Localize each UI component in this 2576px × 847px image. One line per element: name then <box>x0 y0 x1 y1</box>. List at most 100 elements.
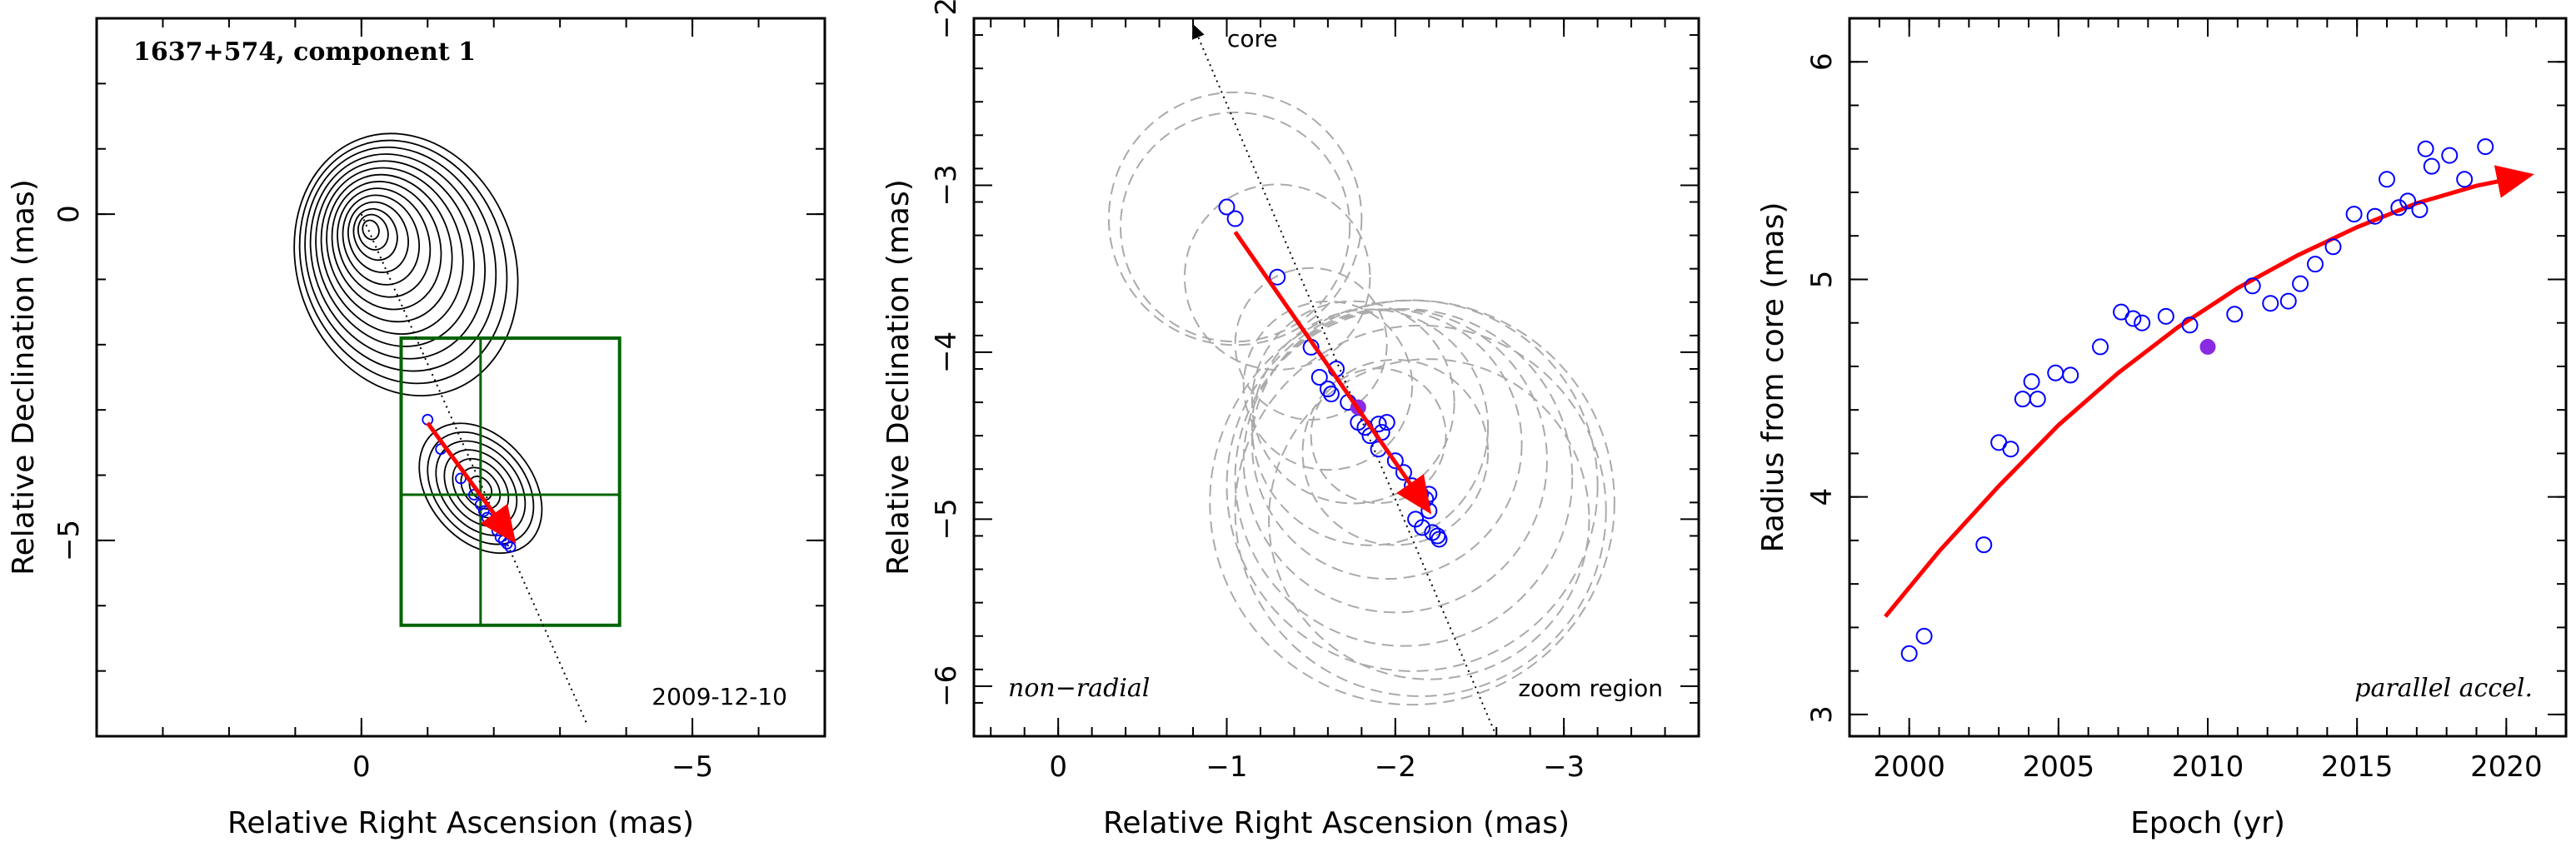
zoom-panel: 0 −1 −2 −3 −2 −3 −4 −5 −6 core non−radial zoom r… <box>881 0 1700 840</box>
core-direction-line <box>1191 23 1498 736</box>
x-tick-label: 0 <box>352 750 371 784</box>
epoch-date-label: 2009-12-10 <box>651 683 787 710</box>
radius-y-axis-label: Radius from core (mas) <box>1756 202 1790 553</box>
core-contour <box>337 187 432 298</box>
radius-point <box>2379 171 2395 188</box>
zoom-frame <box>972 17 1700 738</box>
x-tick-label: −2 <box>1375 750 1416 784</box>
radius-epoch-frame <box>1848 17 2568 738</box>
radius-point <box>2262 295 2279 312</box>
x-tick-label: 2020 <box>2470 750 2543 784</box>
position-marker <box>1430 531 1448 548</box>
y-tick-label: 4 <box>1805 488 1839 506</box>
uncertainty-circle <box>1242 300 1414 471</box>
trajectory-arrow <box>426 421 517 544</box>
non-radial-label: non−radial <box>1008 674 1150 703</box>
x-tick-label: 2015 <box>2321 750 2394 784</box>
x-tick-label: 0 <box>1049 750 1067 784</box>
contour-map-frame <box>95 17 826 738</box>
radius-point <box>2307 256 2324 273</box>
radius-point <box>2292 275 2309 292</box>
trajectory-arrow <box>1233 231 1432 515</box>
radius-point <box>2417 140 2434 157</box>
uncertainty-circle <box>1234 324 1607 697</box>
position-marker <box>1319 381 1336 398</box>
radius-point <box>2134 314 2151 331</box>
uncertainty-circle <box>1310 367 1447 505</box>
position-marker <box>1386 452 1404 470</box>
core-contour <box>362 219 380 241</box>
contour-map-x-axis-label: Relative Right Ascension (mas) <box>227 806 694 840</box>
y-tick-label: −3 <box>930 164 963 206</box>
radius-epoch-panel: 2000 2005 2010 2015 2020 3 4 5 6 parallel accel.… <box>1756 17 2568 840</box>
uncertainty-circle <box>1242 308 1548 614</box>
radius-point <box>2181 316 2199 334</box>
epoch-x-axis-label: Epoch (yr) <box>2130 806 2285 840</box>
x-tick-label: −3 <box>1543 750 1585 784</box>
radius-point <box>2345 206 2363 223</box>
uncertainty-circle <box>1234 267 1388 421</box>
parallel-accel-label: parallel accel. <box>2354 674 2533 703</box>
radius-point <box>2092 338 2109 356</box>
y-tick-label: 3 <box>1805 705 1839 724</box>
core-contour <box>347 201 409 273</box>
core-label: core <box>1227 25 1278 52</box>
core-contour <box>320 167 464 336</box>
position-marker <box>1310 369 1328 386</box>
position-marker <box>1414 519 1431 536</box>
y-tick-label: −6 <box>930 665 963 707</box>
radius-point <box>1915 627 1933 645</box>
radius-point <box>2456 171 2474 188</box>
radius-point <box>2029 391 2046 408</box>
core-contour <box>293 132 519 397</box>
position-marker <box>1322 386 1340 403</box>
radius-point <box>1975 536 1993 554</box>
radius-point <box>2411 201 2429 218</box>
position-marker <box>1378 414 1395 431</box>
contour-map-panel: 0 −50−5 1637+574, component 1 2009-12-10 … <box>7 17 826 840</box>
position-marker <box>1269 268 1286 286</box>
x-tick-label: 2005 <box>2023 750 2095 784</box>
uncertainty-circle <box>1183 183 1371 371</box>
core-contour <box>309 153 487 360</box>
y-tick-label: −5 <box>930 498 963 540</box>
radius-point <box>2477 138 2494 156</box>
radius-point <box>2062 366 2079 384</box>
uncertainty-circle <box>1234 307 1574 647</box>
y-tick-label: 6 <box>1805 52 1839 71</box>
core-direction-line <box>360 213 587 724</box>
radius-point <box>2002 441 2019 458</box>
uncertainty-circle <box>1107 91 1363 346</box>
radius-point <box>2441 147 2459 164</box>
contour-map-y-axis-label: Relative Declination (mas) <box>7 179 41 575</box>
uncertainty-circle <box>1209 299 1615 706</box>
uncertainty-circle <box>1120 112 1351 343</box>
contour-map-title: 1637+574, component 1 <box>133 37 476 67</box>
uncertainty-circle <box>1251 308 1490 546</box>
x-tick-label: −1 <box>1206 750 1247 784</box>
core-contour <box>342 194 421 286</box>
fit-curve <box>1884 165 2534 618</box>
radius-point <box>1900 645 1918 662</box>
uncertainty-circle <box>1251 308 1523 580</box>
radius-point <box>2124 310 2142 327</box>
core-contour <box>304 146 497 372</box>
zoom-region-label: zoom region <box>1518 675 1663 702</box>
y-tick-label: 5 <box>1805 271 1839 289</box>
radius-point <box>2047 364 2064 381</box>
uncertainty-circle <box>1226 299 1599 672</box>
radius-point <box>2157 307 2174 325</box>
core-contour <box>326 173 453 323</box>
zoom-box <box>399 336 622 627</box>
radius-point <box>2226 306 2244 323</box>
x-tick-label: 2000 <box>1873 750 1945 784</box>
y-tick-label: −5 <box>52 520 86 561</box>
radius-point <box>2023 373 2040 391</box>
radius-point <box>2324 238 2342 256</box>
radius-point <box>2014 391 2031 408</box>
zoom-x-axis-label: Relative Right Ascension (mas) <box>1103 806 1570 840</box>
position-marker <box>1420 486 1438 503</box>
y-tick-label: −2 <box>930 0 963 39</box>
core-contour <box>331 181 442 311</box>
core-contour <box>352 207 398 262</box>
